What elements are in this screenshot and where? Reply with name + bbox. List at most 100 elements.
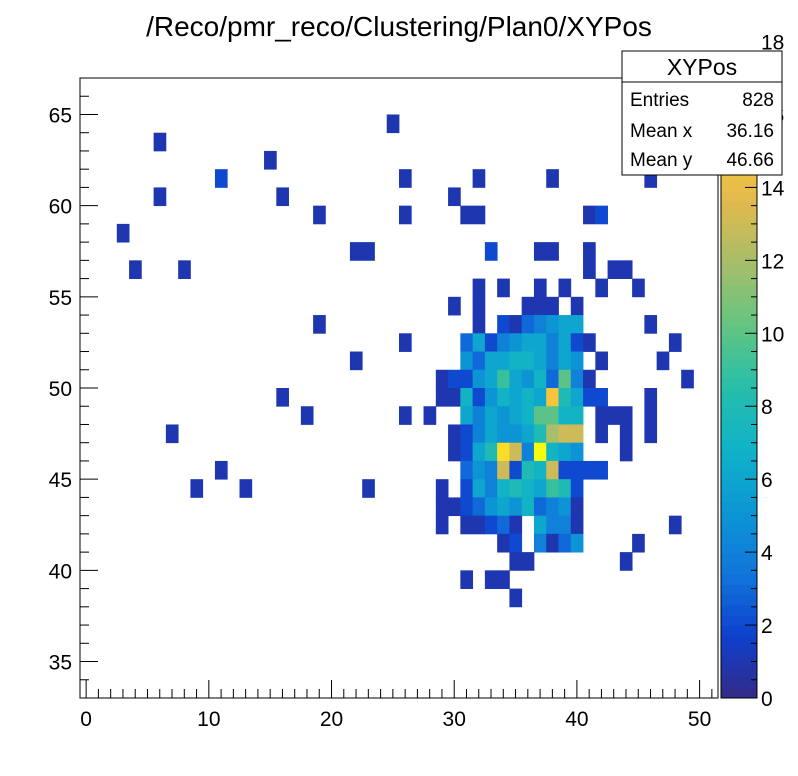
histogram-bin (497, 351, 510, 371)
histogram-bin (484, 406, 498, 425)
histogram-bin (546, 460, 559, 480)
palette-segment (721, 677, 757, 689)
histogram-bin (472, 369, 486, 389)
histogram-bin (448, 388, 461, 407)
palette-segment (721, 388, 757, 399)
histogram-bin (656, 351, 670, 371)
palette-segment (721, 532, 757, 544)
histogram-bin (362, 242, 375, 261)
histogram-bin (644, 388, 658, 407)
histogram-bin (668, 515, 682, 535)
histogram-bin (570, 369, 584, 389)
histogram-bin (570, 479, 584, 498)
histogram-bin (583, 260, 596, 279)
palette-segment (721, 574, 757, 585)
histogram-bin (497, 406, 510, 425)
palette-tick-label: 6 (761, 469, 773, 492)
histogram-bin (497, 460, 510, 480)
histogram-bin (533, 479, 547, 498)
histogram-bin (460, 333, 474, 352)
histogram-bin (435, 369, 449, 389)
histogram-bin (497, 388, 510, 407)
x-tick-label: 10 (197, 708, 220, 731)
histogram-bin (509, 424, 523, 444)
histogram-bin (533, 460, 547, 480)
histogram-bin (509, 388, 523, 407)
histogram-bin (129, 260, 142, 279)
histogram-bin (533, 333, 547, 352)
histogram-bin (362, 479, 375, 498)
histogram-bin (448, 497, 461, 517)
histogram-bin (521, 460, 535, 480)
histogram-bin (276, 388, 289, 407)
histogram-bin (484, 460, 498, 480)
histogram-bin (509, 497, 523, 517)
palette-segment (721, 243, 757, 255)
histogram-bin (546, 515, 559, 535)
histogram-bin (472, 406, 486, 425)
histogram-bin (558, 497, 572, 517)
palette-segment (721, 615, 757, 627)
palette-segment (721, 512, 757, 523)
histogram-bin (619, 406, 633, 425)
histogram-bin (668, 333, 682, 352)
x-tick-label: 40 (565, 708, 588, 731)
histogram-bin (460, 479, 474, 498)
palette-segment (721, 253, 757, 265)
x-tick-label: 30 (443, 708, 466, 731)
histogram-bins (116, 114, 694, 608)
histogram-bin (546, 351, 559, 371)
histogram-bin (595, 424, 608, 444)
histogram-bin (533, 315, 547, 334)
palette-segment (721, 295, 757, 306)
histogram-bin (632, 533, 645, 553)
stats-mean-x-label: Mean x (630, 121, 693, 142)
histogram-bin (583, 333, 596, 352)
histogram-bin (214, 169, 228, 188)
palette-tick-label: 4 (761, 542, 773, 565)
histogram-bin (546, 533, 559, 553)
palette-segment (721, 357, 757, 368)
histogram-bin (521, 479, 535, 498)
palette-tick-label: 10 (761, 323, 784, 346)
histogram-bin (484, 497, 498, 517)
x-tick-label: 20 (320, 708, 343, 731)
histogram-bin (644, 315, 658, 334)
histogram-bin (264, 150, 277, 170)
histogram-bin (484, 242, 498, 261)
histogram-bin (546, 333, 559, 352)
palette-segment (721, 264, 757, 275)
palette-segment (721, 398, 757, 410)
palette-segment (721, 460, 757, 472)
palette-segment (721, 470, 757, 482)
histogram-bin (435, 388, 449, 407)
stats-box[interactable]: XYPos Entries 828 Mean x 36.16 Mean y 46… (621, 50, 783, 176)
histogram-bin (509, 442, 523, 462)
histogram-bin (509, 333, 523, 352)
histogram-bin (472, 333, 486, 352)
histogram-bin (472, 205, 486, 225)
histogram-bin (521, 369, 535, 389)
histogram-bin (153, 187, 167, 207)
palette-segment (721, 656, 757, 668)
histogram-bin (558, 278, 572, 298)
histogram-bin (497, 369, 510, 389)
histogram-bin (509, 515, 523, 535)
palette-tick-label: 12 (761, 250, 784, 273)
histogram-bin (460, 497, 474, 517)
histogram-bin (484, 351, 498, 371)
histogram-bin (460, 442, 474, 462)
y-tick-label: 50 (49, 378, 72, 401)
histogram-bin (546, 296, 559, 316)
stats-box-frame (621, 50, 783, 176)
y-tick-label: 45 (49, 469, 72, 492)
palette-segment (721, 326, 757, 337)
histogram-bin (607, 406, 621, 425)
histogram-bin (533, 278, 547, 298)
histogram-bin (472, 424, 486, 444)
palette-segment (721, 222, 757, 234)
histogram-bin (509, 369, 523, 389)
palette-segment (721, 346, 757, 358)
palette-segment (721, 584, 757, 596)
